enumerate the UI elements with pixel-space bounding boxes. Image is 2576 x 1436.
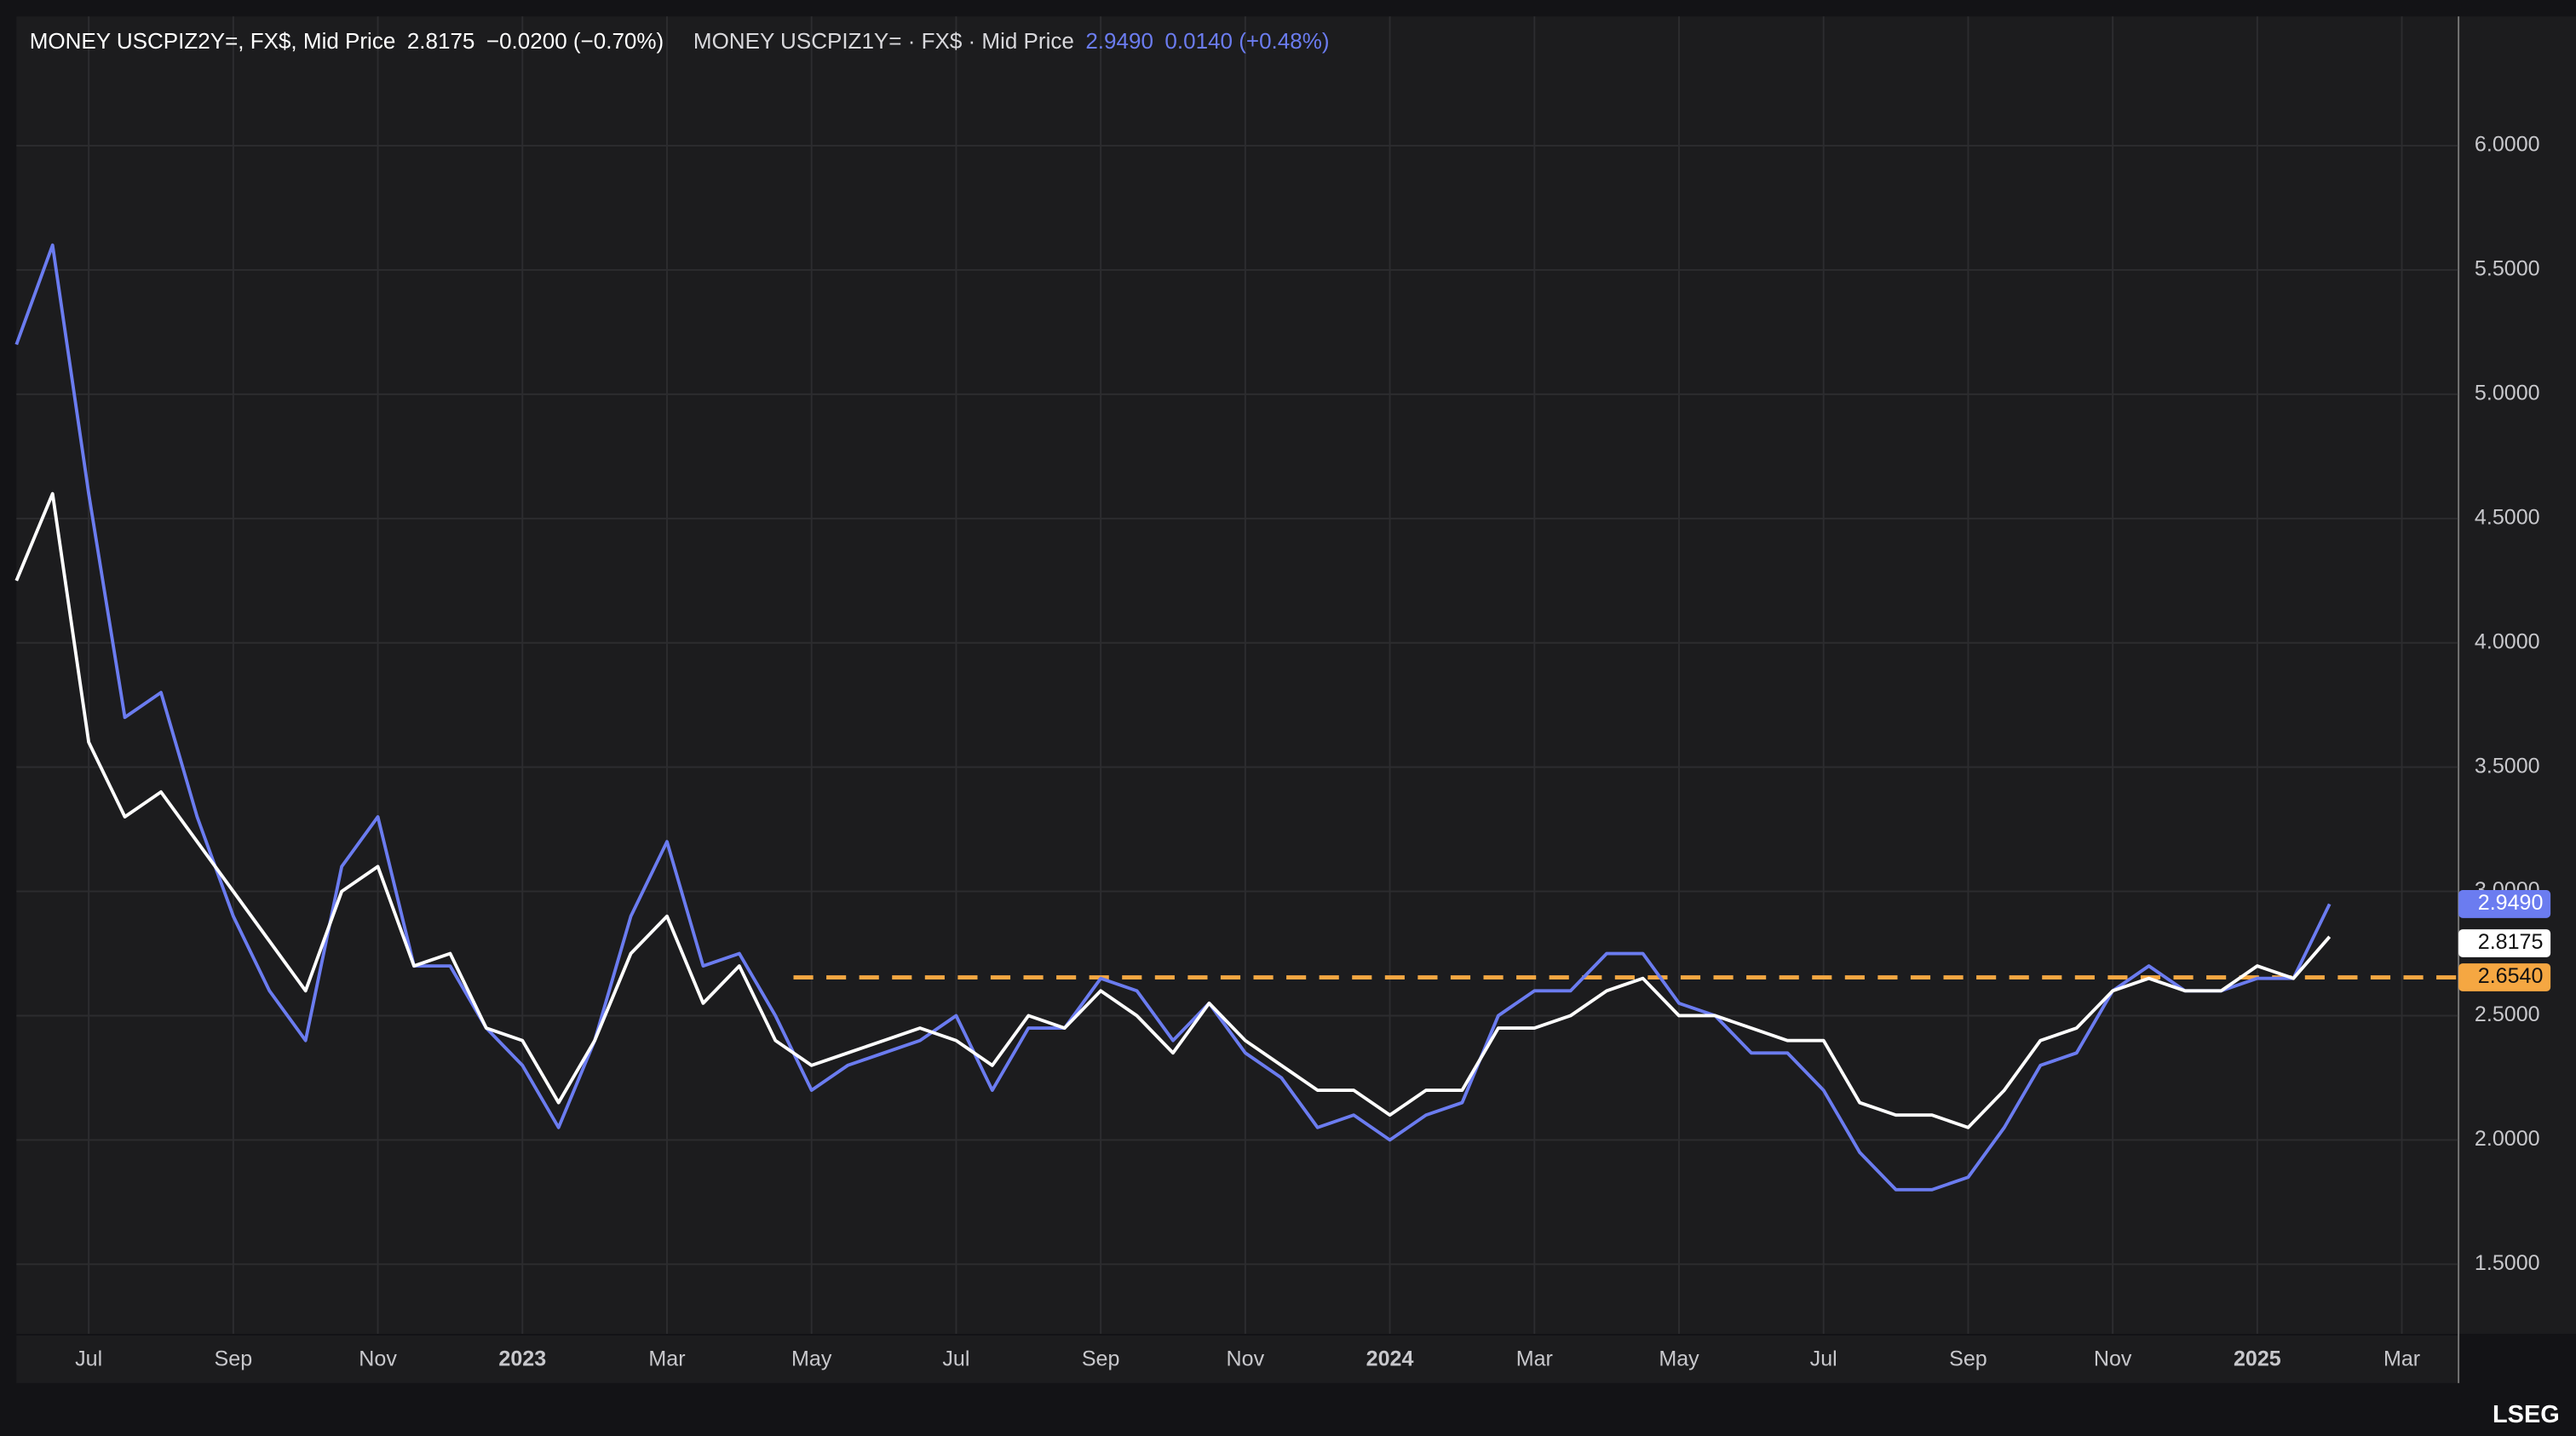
y-tick-label: 2.0000 xyxy=(2475,1127,2540,1151)
x-axis-area xyxy=(16,1335,2458,1383)
x-tick-label: Mar xyxy=(648,1347,685,1371)
y-tick-label: 6.0000 xyxy=(2475,133,2540,157)
legend-name: MONEY USCPIZ2Y=, FX$, Mid Price xyxy=(30,28,396,54)
x-tick-label: Nov xyxy=(1227,1347,1265,1371)
x-tick-label: 2024 xyxy=(1366,1347,1414,1371)
x-tick-label: 2023 xyxy=(498,1347,546,1371)
series-line xyxy=(14,491,2332,1129)
lines xyxy=(14,243,2458,1192)
x-tick-label: Jul xyxy=(75,1347,102,1371)
x-tick-label: Nov xyxy=(2094,1347,2132,1371)
brand: LSEG xyxy=(2493,1401,2560,1428)
last-value-tag-box xyxy=(2458,929,2551,957)
y-tick-label: 5.5000 xyxy=(2475,257,2540,281)
y-tick-label: 3.5000 xyxy=(2475,754,2540,778)
x-tick-label: May xyxy=(791,1347,832,1371)
x-tick-label: Jul xyxy=(942,1347,969,1371)
reference-tag: 2.6540 xyxy=(2478,964,2544,988)
last-value-tag: 2.8175 xyxy=(2478,930,2544,954)
plot-area xyxy=(16,16,2458,1335)
x-tick-label: Mar xyxy=(1516,1347,1553,1371)
last-value-tag: 2.9490 xyxy=(2478,891,2544,915)
reference-tag-box xyxy=(2458,963,2551,991)
legend-last: 2.9490 xyxy=(1085,28,1153,54)
x-tick-label: Sep xyxy=(1949,1347,1987,1371)
x-tick-label: May xyxy=(1659,1347,1699,1371)
y-tick-label: 1.5000 xyxy=(2475,1251,2540,1275)
legend-change: −0.0200 (−0.70%) xyxy=(486,28,664,54)
x-tick-label: Jul xyxy=(1810,1347,1837,1371)
legend-change: 0.0140 (+0.48%) xyxy=(1164,28,1329,54)
y-tick-label: 2.5000 xyxy=(2475,1002,2540,1026)
x-tick-label: 2025 xyxy=(2234,1347,2281,1371)
y-tick-label: 4.0000 xyxy=(2475,629,2540,653)
x-tick-label: Sep xyxy=(1082,1347,1120,1371)
x-tick-label: Sep xyxy=(215,1347,253,1371)
labels: 1.50002.00002.50003.00003.50004.00004.50… xyxy=(75,133,2551,1371)
series-line xyxy=(14,243,2332,1192)
y-tick-label: 5.0000 xyxy=(2475,382,2540,405)
y-tick-label: 4.5000 xyxy=(2475,505,2540,529)
legend: MONEY USCPIZ2Y=, FX$, Mid Price 2.8175 −0.… xyxy=(30,28,1330,54)
x-tick-label: Mar xyxy=(2383,1347,2420,1371)
grid xyxy=(16,16,2458,1335)
legend-name: MONEY USCPIZ1Y= · FX$ · Mid Price xyxy=(693,28,1074,54)
legend-last: 2.8175 xyxy=(407,28,475,54)
y-axis-area xyxy=(2459,16,2576,1335)
last-value-tag-box xyxy=(2458,890,2551,918)
x-tick-label: Nov xyxy=(359,1347,397,1371)
legend-row: MONEY USCPIZ2Y=, FX$, Mid Price 2.8175 −0.… xyxy=(30,28,1330,54)
